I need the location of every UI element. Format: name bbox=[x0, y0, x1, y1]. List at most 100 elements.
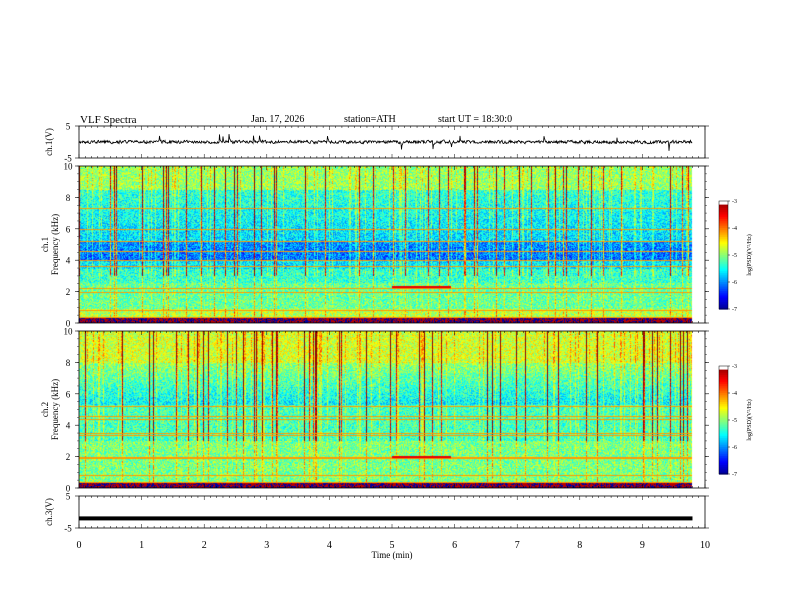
colorbar-segment bbox=[719, 298, 728, 301]
y-tick-label: 2 bbox=[66, 452, 71, 462]
colorbar-tick-label: -5 bbox=[732, 418, 737, 424]
colorbar-segment bbox=[719, 461, 728, 464]
colorbar-segment bbox=[719, 296, 728, 299]
y-tick-label: -5 bbox=[64, 154, 72, 164]
colorbar-segment bbox=[719, 211, 728, 215]
colorbar-segment bbox=[719, 265, 728, 269]
colorbar-segment bbox=[719, 255, 728, 258]
colorbar-segment bbox=[719, 472, 728, 475]
colorbar-segment bbox=[719, 434, 728, 437]
colorbar-segment bbox=[719, 470, 728, 473]
colorbar-segment bbox=[719, 289, 728, 292]
colorbar-segment bbox=[719, 274, 728, 278]
header-station: station=ATH bbox=[344, 114, 396, 125]
colorbar-segment bbox=[719, 468, 728, 471]
x-tick-label: 8 bbox=[577, 540, 582, 551]
colorbar-segment bbox=[719, 249, 728, 252]
header-title: VLF Spectra bbox=[80, 114, 137, 126]
colorbar-segment bbox=[719, 452, 728, 455]
y-tick-label: 0 bbox=[66, 319, 71, 329]
y-axis-label: ch.1(V) bbox=[44, 128, 54, 156]
colorbar-segment bbox=[719, 391, 728, 394]
colorbar-segment bbox=[719, 220, 728, 224]
colorbar-segment bbox=[719, 246, 728, 249]
colorbar-segment bbox=[719, 229, 728, 233]
colorbar-segment bbox=[719, 403, 728, 407]
colorbar-segment bbox=[719, 287, 728, 290]
ch3-waveform-line bbox=[79, 516, 693, 521]
colorbar-segment bbox=[719, 367, 728, 371]
colorbar-tick-label: -6 bbox=[732, 280, 737, 286]
colorbar-segment bbox=[719, 409, 728, 412]
colorbar-segment bbox=[719, 240, 728, 243]
colorbar-segment bbox=[719, 219, 728, 222]
colorbar-label: log(PSD)(V²/Hz) bbox=[746, 234, 753, 275]
colorbar-segment bbox=[719, 438, 728, 441]
colorbar-segment bbox=[719, 300, 728, 303]
colorbar-segment bbox=[719, 454, 728, 457]
colorbar-tick-label: -5 bbox=[732, 253, 737, 259]
colorbar-segment bbox=[719, 432, 728, 435]
colorbar-segment bbox=[719, 429, 728, 432]
colorbar-segment bbox=[719, 384, 728, 387]
colorbar-segment bbox=[719, 278, 728, 281]
colorbar-segment bbox=[719, 292, 728, 296]
y-axis-label: Frequency (kHz) bbox=[50, 379, 60, 440]
y-tick-label: -5 bbox=[64, 524, 72, 534]
colorbar-segment bbox=[719, 237, 728, 240]
colorbar-segment bbox=[719, 291, 728, 294]
y-axis-label-channel: ch.1 bbox=[40, 237, 50, 252]
colorbar-segment bbox=[719, 445, 728, 448]
x-tick-label: 9 bbox=[640, 540, 645, 551]
colorbar-segment bbox=[719, 425, 728, 428]
colorbar-segment bbox=[719, 228, 728, 231]
colorbar-segment bbox=[719, 436, 728, 439]
colorbar-segment bbox=[719, 380, 728, 383]
y-tick-label: 6 bbox=[66, 389, 71, 399]
x-tick-label: 6 bbox=[452, 540, 457, 551]
colorbar-tick-label: -7 bbox=[732, 472, 737, 478]
colorbar-segment bbox=[719, 420, 728, 423]
colorbar-segment bbox=[719, 264, 728, 267]
colorbar-segment bbox=[719, 369, 728, 372]
colorbar-segment bbox=[719, 416, 728, 419]
colorbar-segment bbox=[719, 206, 728, 209]
panel-frame-ch3-waveform bbox=[78, 495, 706, 529]
colorbar-segment bbox=[719, 378, 728, 381]
colorbar-segment bbox=[719, 443, 728, 446]
colorbar-segment bbox=[719, 398, 728, 401]
colorbar-segment bbox=[719, 382, 728, 385]
colorbar-segment bbox=[719, 256, 728, 260]
header-start-ut: start UT = 18:30:0 bbox=[438, 114, 513, 125]
colorbar-segment bbox=[719, 407, 728, 410]
colorbar-segment bbox=[719, 465, 728, 468]
x-tick-label: 1 bbox=[139, 540, 144, 551]
colorbar-segment bbox=[719, 305, 728, 308]
ch1-waveform-line bbox=[78, 134, 693, 151]
x-axis-label: Time (min) bbox=[372, 550, 413, 560]
colorbar-label: log(PSD)(V²/Hz) bbox=[746, 399, 753, 440]
x-tick-label: 5 bbox=[390, 540, 395, 551]
colorbar-segment bbox=[719, 394, 728, 398]
colorbar-segment bbox=[719, 396, 728, 399]
y-tick-label: 5 bbox=[66, 122, 71, 132]
colorbar-segment bbox=[719, 280, 728, 283]
colorbar-segment bbox=[719, 450, 728, 453]
colorbar-segment bbox=[719, 301, 728, 305]
colorbar-segment bbox=[719, 231, 728, 234]
colorbar-segment bbox=[719, 405, 728, 408]
colorbar-segment bbox=[719, 441, 728, 444]
colorbar-segment bbox=[719, 412, 728, 416]
colorbar-segment bbox=[719, 235, 728, 238]
colorbar-segment bbox=[719, 215, 728, 218]
colorbar-segment bbox=[719, 466, 728, 470]
colorbar-segment bbox=[719, 459, 728, 462]
colorbar-segment bbox=[719, 393, 728, 396]
y-axis-label-channel: ch.2 bbox=[40, 402, 50, 417]
colorbar-segment bbox=[719, 213, 728, 216]
colorbar-tick-label: -3 bbox=[732, 364, 737, 370]
colorbar-segment bbox=[719, 421, 728, 425]
colorbar-segment bbox=[719, 366, 728, 369]
colorbar-segment bbox=[719, 411, 728, 414]
colorbar-segment bbox=[719, 463, 728, 466]
